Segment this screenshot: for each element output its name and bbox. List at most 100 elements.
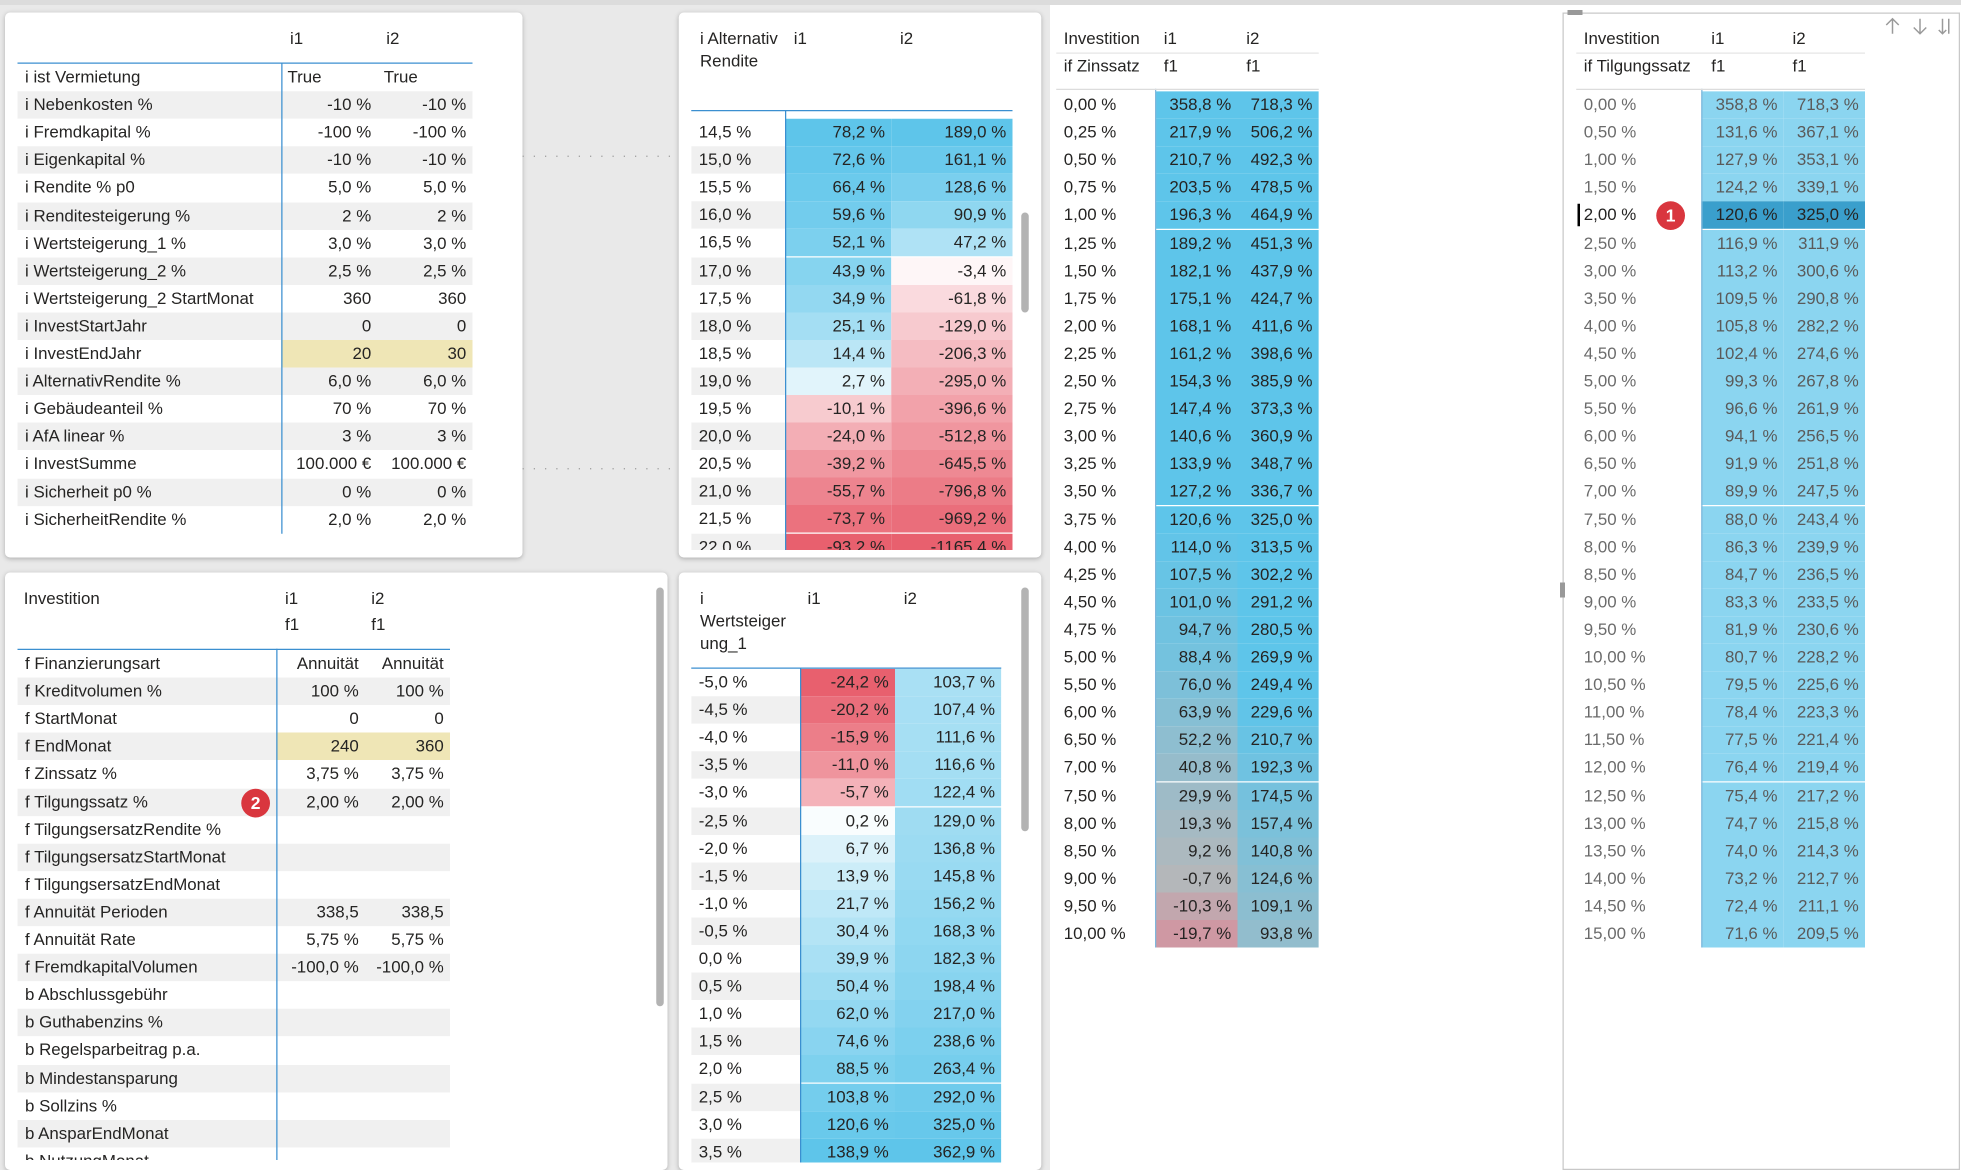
table-cell[interactable]: 62,0 %: [800, 1000, 895, 1028]
row-label[interactable]: i InvestEndJahr: [17, 340, 282, 368]
table-cell[interactable]: 78,2 %: [785, 118, 892, 147]
column-header[interactable]: f1: [1246, 56, 1261, 75]
table-cell[interactable]: 91,9 %: [1701, 450, 1784, 478]
table-cell[interactable]: 267,8 %: [1783, 367, 1865, 396]
table-cell[interactable]: 156,2 %: [895, 889, 1002, 918]
row-label[interactable]: 10,50 %: [1576, 671, 1702, 699]
table-cell[interactable]: 109,1 %: [1237, 892, 1319, 920]
table-cell[interactable]: 198,4 %: [895, 972, 1002, 1001]
table-cell[interactable]: -15,9 %: [800, 723, 895, 752]
table-cell[interactable]: 192,3 %: [1237, 754, 1319, 782]
row-label[interactable]: f TilgungsersatzStartMonat: [17, 843, 277, 871]
row-label[interactable]: 5,50 %: [1056, 671, 1155, 699]
table-cell[interactable]: 360,9 %: [1237, 422, 1319, 451]
column-header[interactable]: if Zinssatz: [1063, 56, 1140, 75]
row-label[interactable]: -1,0 %: [691, 889, 800, 918]
row-label[interactable]: 1,5 %: [691, 1027, 800, 1056]
row-label[interactable]: 16,0 %: [691, 201, 785, 230]
table-cell[interactable]: -1165,4 %: [891, 533, 1013, 550]
row-label[interactable]: i InvestSumme: [17, 450, 282, 479]
table-cell[interactable]: 2,00 %: [365, 788, 450, 816]
table-cell[interactable]: 131,6 %: [1701, 118, 1784, 147]
table-cell[interactable]: -796,8 %: [891, 477, 1013, 506]
row-label[interactable]: 7,50 %: [1576, 505, 1702, 534]
row-label[interactable]: 15,5 %: [691, 173, 785, 202]
table-cell-empty[interactable]: [365, 1036, 450, 1065]
table-cell[interactable]: 74,7 %: [1701, 809, 1784, 838]
row-label[interactable]: b Abschlussgebühr: [17, 981, 277, 1010]
column-header[interactable]: Investition: [1063, 28, 1140, 48]
table-cell[interactable]: 348,7 %: [1237, 450, 1319, 478]
table-cell-empty[interactable]: [276, 981, 365, 1010]
table-cell[interactable]: -645,5 %: [891, 450, 1013, 478]
row-label[interactable]: -4,0 %: [691, 723, 800, 752]
table-cell[interactable]: 2,7 %: [785, 367, 892, 395]
row-label[interactable]: 6,50 %: [1576, 450, 1702, 478]
table-cell[interactable]: 129,0 %: [895, 806, 1002, 835]
row-label[interactable]: 3,50 %: [1576, 284, 1702, 313]
table-cell[interactable]: 219,4 %: [1783, 754, 1865, 782]
table-cell[interactable]: 225,6 %: [1783, 671, 1865, 699]
table-cell[interactable]: 88,5 %: [800, 1055, 895, 1084]
table-cell[interactable]: 238,6 %: [895, 1027, 1002, 1056]
table-cell[interactable]: 30: [377, 340, 473, 368]
expand-icon[interactable]: [1938, 18, 1950, 35]
table-cell[interactable]: 2,0 %: [281, 505, 378, 534]
row-label[interactable]: 9,00 %: [1576, 588, 1702, 617]
row-label[interactable]: 10,00 %: [1056, 920, 1155, 948]
table-cell[interactable]: 2,5 %: [377, 257, 473, 285]
row-label[interactable]: 13,50 %: [1576, 837, 1702, 865]
row-label[interactable]: 4,00 %: [1056, 533, 1155, 561]
table-cell[interactable]: 0 %: [377, 478, 473, 506]
row-label[interactable]: f StartMonat: [17, 705, 277, 733]
row-label[interactable]: 4,00 %: [1576, 312, 1702, 340]
table-cell[interactable]: 47,2 %: [891, 229, 1013, 257]
row-label[interactable]: b Sollzins %: [17, 1091, 277, 1120]
table-cell[interactable]: 196,3 %: [1155, 201, 1238, 230]
table-cell[interactable]: -5,7 %: [800, 779, 895, 807]
table-cell-empty[interactable]: [365, 815, 450, 844]
row-label[interactable]: f Tilgungssatz %: [17, 788, 277, 816]
table-cell-empty[interactable]: [276, 1119, 365, 1148]
table-cell[interactable]: 100 %: [276, 677, 365, 706]
table-cell[interactable]: 74,6 %: [800, 1027, 895, 1056]
row-label[interactable]: 19,0 %: [691, 367, 785, 395]
table-cell[interactable]: 300,6 %: [1783, 256, 1865, 285]
row-label[interactable]: 2,0 %: [691, 1055, 800, 1084]
table-cell[interactable]: 19,3 %: [1155, 809, 1238, 838]
row-label[interactable]: f Annuität Perioden: [17, 898, 277, 927]
table-cell[interactable]: 79,5 %: [1701, 671, 1784, 699]
row-label[interactable]: 0,00 %: [1576, 91, 1702, 119]
row-label[interactable]: 2,50 %: [1576, 229, 1702, 257]
table-cell[interactable]: 325,0 %: [895, 1110, 1002, 1139]
table-cell[interactable]: 261,9 %: [1783, 395, 1865, 423]
row-label[interactable]: -3,0 %: [691, 779, 800, 807]
table-cell[interactable]: 83,3 %: [1701, 588, 1784, 617]
table-cell[interactable]: -55,7 %: [785, 477, 892, 506]
table-cell[interactable]: 203,5 %: [1155, 174, 1238, 202]
table-cell[interactable]: 2,0 %: [377, 505, 473, 534]
table-cell[interactable]: 9,2 %: [1155, 837, 1238, 865]
table-cell[interactable]: 147,4 %: [1155, 395, 1238, 423]
row-label[interactable]: 1,00 %: [1056, 201, 1155, 230]
table-cell[interactable]: 718,3 %: [1237, 91, 1319, 119]
row-label[interactable]: f EndMonat: [17, 732, 277, 761]
row-label[interactable]: 14,5 %: [691, 118, 785, 147]
table-cell[interactable]: 229,6 %: [1237, 698, 1319, 727]
column-header[interactable]: f1: [1711, 56, 1726, 75]
table-cell[interactable]: 221,4 %: [1783, 726, 1865, 755]
table-cell[interactable]: 100.000 €: [377, 450, 473, 479]
column-header[interactable]: i1: [290, 28, 304, 48]
row-label[interactable]: 3,5 %: [691, 1138, 800, 1163]
table-cell[interactable]: 339,1 %: [1783, 174, 1865, 202]
row-label[interactable]: 4,25 %: [1056, 560, 1155, 589]
table-cell[interactable]: 88,0 %: [1701, 505, 1784, 534]
row-label[interactable]: 0,75 %: [1056, 174, 1155, 202]
table-cell[interactable]: 140,8 %: [1237, 837, 1319, 865]
row-label[interactable]: 7,50 %: [1056, 781, 1155, 810]
table-cell[interactable]: 360: [281, 284, 378, 313]
column-header[interactable]: if Tilgungssatz: [1583, 56, 1691, 75]
table-cell[interactable]: 5,75 %: [365, 926, 450, 954]
table-cell[interactable]: 138,9 %: [800, 1138, 895, 1163]
column-header[interactable]: i2: [386, 28, 400, 48]
